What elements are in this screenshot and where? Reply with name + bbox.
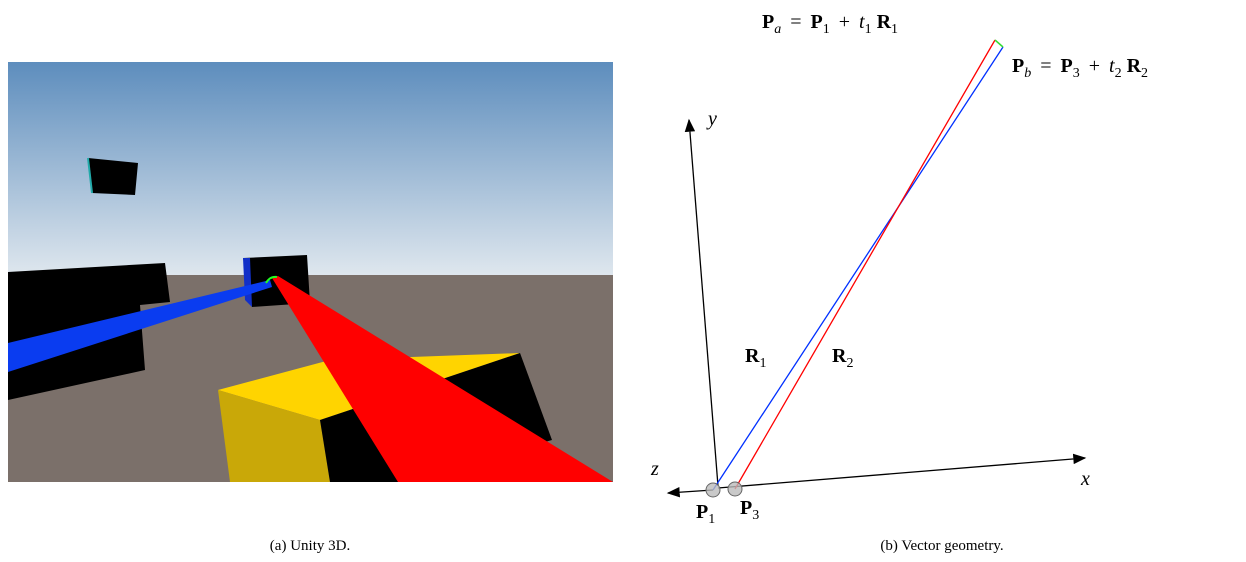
figure: (a) Unity 3D. Pa = P1 + t1 R1 Pb = P3 + …: [0, 0, 1246, 562]
unity-screenshot: [8, 62, 613, 482]
equation-a: Pa = P1 + t1 R1: [762, 11, 898, 38]
point-label: P3: [740, 497, 759, 523]
y-axis-label: y: [706, 108, 717, 130]
z-axis-label: z: [650, 458, 659, 480]
ray-label: R1: [745, 345, 766, 371]
equation-b: Pb = P3 + t2 R2: [1012, 55, 1148, 82]
x-axis-label: x: [1080, 468, 1090, 490]
point-label: P1: [696, 501, 715, 527]
caption: (b) Vector geometry.: [880, 538, 1003, 554]
geometry-diagram: [668, 40, 1085, 497]
caption: (a) Unity 3D.: [270, 538, 350, 554]
ray-label: R2: [832, 345, 853, 371]
